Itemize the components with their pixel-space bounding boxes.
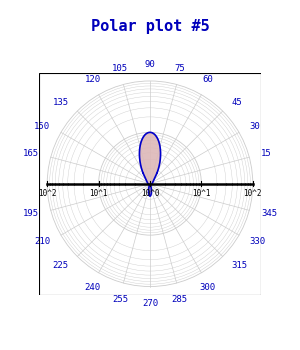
Text: 10^1: 10^1 xyxy=(89,189,108,198)
Text: 10^0: 10^0 xyxy=(141,189,159,198)
Polygon shape xyxy=(140,132,160,184)
Text: 10^2: 10^2 xyxy=(244,189,262,198)
Text: 60: 60 xyxy=(202,75,213,84)
Text: 150: 150 xyxy=(34,122,50,131)
Text: 165: 165 xyxy=(23,149,39,159)
Text: 255: 255 xyxy=(112,295,128,304)
Text: 135: 135 xyxy=(52,98,69,107)
Text: 105: 105 xyxy=(112,64,128,72)
Text: 30: 30 xyxy=(250,122,260,131)
Text: 10^1: 10^1 xyxy=(192,189,211,198)
Text: 120: 120 xyxy=(84,75,101,84)
Text: 285: 285 xyxy=(172,295,188,304)
Text: 315: 315 xyxy=(231,261,248,270)
Text: 15: 15 xyxy=(261,149,272,159)
Text: 210: 210 xyxy=(34,237,50,246)
Text: 330: 330 xyxy=(250,237,266,246)
Text: 225: 225 xyxy=(52,261,69,270)
Text: 345: 345 xyxy=(261,209,277,218)
Text: 90: 90 xyxy=(145,60,155,69)
Text: 270: 270 xyxy=(142,299,158,308)
Text: 10^2: 10^2 xyxy=(38,189,56,198)
Text: 75: 75 xyxy=(174,64,185,72)
Text: 45: 45 xyxy=(231,98,242,107)
Polygon shape xyxy=(148,184,152,196)
Text: 195: 195 xyxy=(23,209,39,218)
Text: Polar plot #5: Polar plot #5 xyxy=(91,19,209,34)
Text: 300: 300 xyxy=(200,284,216,293)
Text: 240: 240 xyxy=(84,284,101,293)
